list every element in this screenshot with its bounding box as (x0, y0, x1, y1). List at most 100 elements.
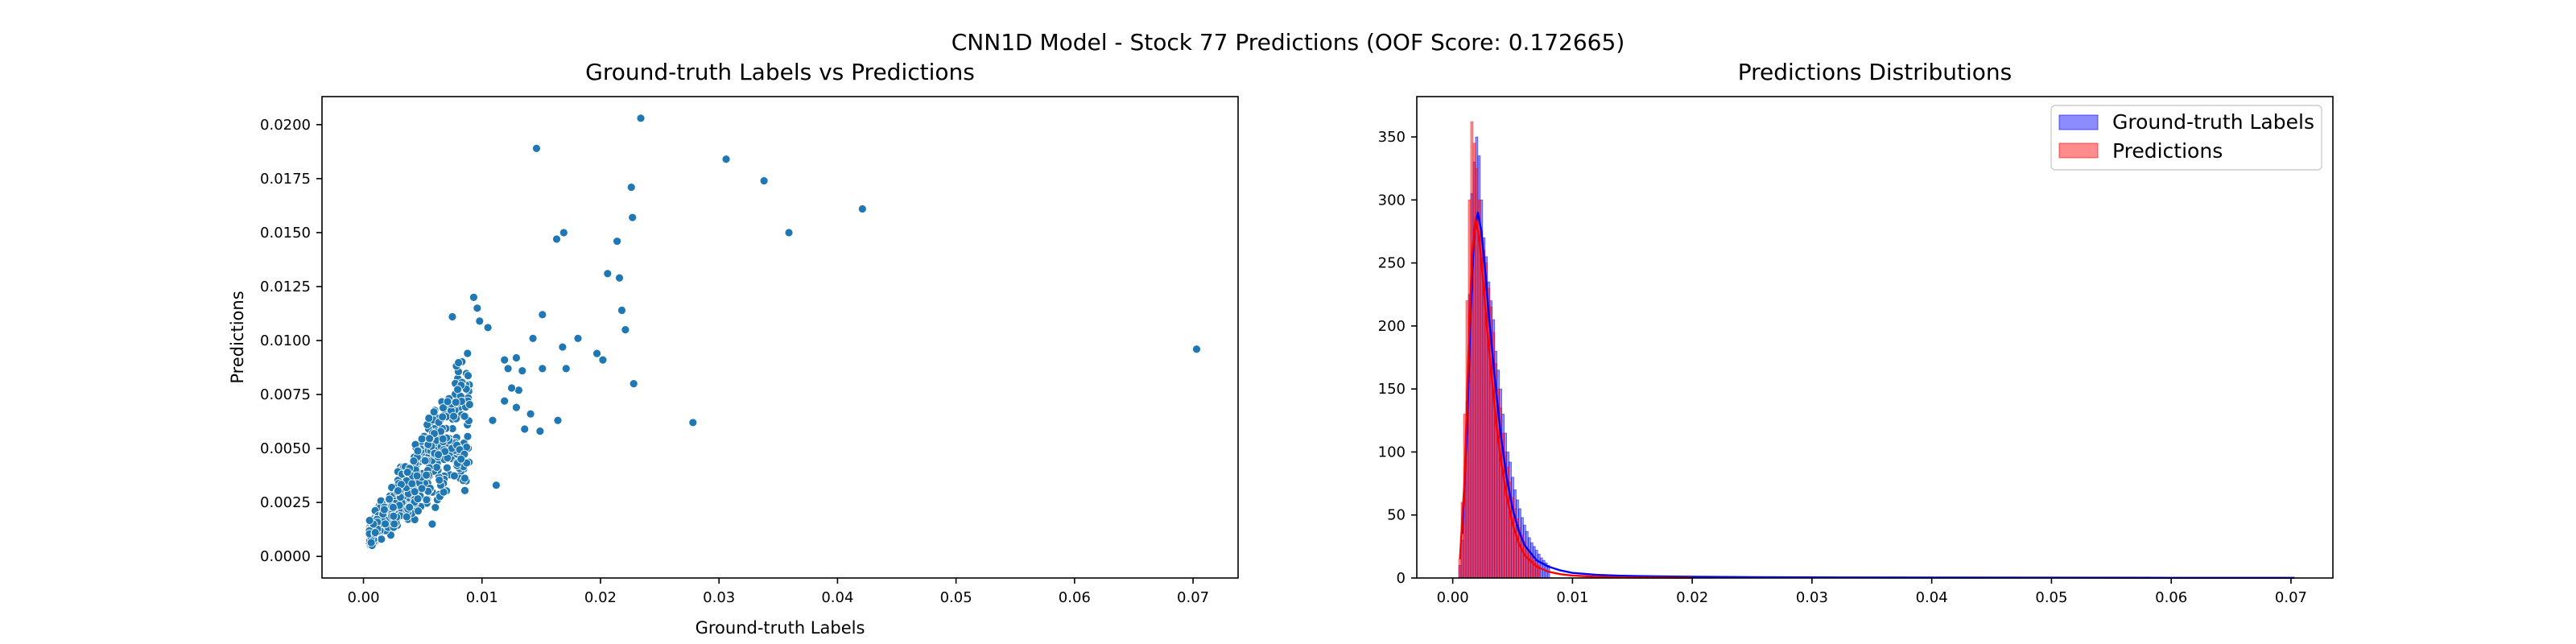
scatter-point (407, 479, 417, 489)
scatter-point (438, 412, 448, 422)
scatter-point (561, 364, 571, 374)
scatter-plot-frame (321, 96, 1239, 579)
scatter-point (621, 325, 630, 335)
scatter-point (422, 470, 431, 480)
scatter-point (414, 506, 423, 516)
scatter-point (402, 512, 411, 522)
scatter-point (503, 364, 513, 374)
scatter-point (464, 400, 474, 409)
scatter-point (365, 516, 374, 525)
scatter-point (857, 204, 867, 213)
scatter-point (538, 310, 547, 320)
scatter-xtick-label: 0.06 (1059, 589, 1091, 606)
scatter-point (573, 333, 583, 343)
scatter-point (559, 228, 568, 237)
scatter-point (405, 502, 415, 512)
scatter-point (460, 485, 469, 495)
scatter-ytick-label: 0.0175 (260, 171, 311, 188)
scatter-point (469, 292, 478, 302)
scatter-ytick-label: 0.0100 (260, 332, 311, 349)
scatter-ylabel: Predictions (228, 291, 247, 383)
scatter-point (409, 456, 419, 466)
scatter-xlabel: Ground-truth Labels (696, 618, 865, 638)
scatter-ytick-label: 0.0025 (260, 494, 311, 511)
scatter-point (535, 427, 545, 436)
histogram-bar-pred (1527, 552, 1531, 579)
scatter-point (443, 397, 452, 407)
scatter-point (507, 383, 516, 393)
scatter-xtick-label: 0.07 (1177, 589, 1209, 606)
histogram-bar-pred (1530, 555, 1534, 579)
scatter-point (370, 528, 380, 537)
scatter-point (613, 237, 621, 246)
histogram-ytick-label: 0 (1397, 570, 1406, 587)
scatter-point (377, 535, 386, 544)
scatter-point (784, 228, 794, 237)
scatter-point (427, 519, 437, 529)
scatter-point (688, 418, 698, 427)
histogram-xtick-label: 0.01 (1556, 589, 1588, 606)
scatter-point (528, 333, 538, 343)
scatter-point (512, 353, 521, 362)
scatter-point (449, 471, 459, 481)
scatter-point (390, 519, 399, 529)
scatter-point (454, 358, 464, 367)
scatter-point (413, 446, 423, 456)
kde-line-truth (1461, 211, 2295, 579)
histogram-kde-lines (1459, 211, 2295, 579)
histogram-xtick-label: 0.02 (1676, 589, 1708, 606)
histogram-ytick-label: 200 (1378, 318, 1406, 335)
scatter-point (453, 385, 462, 394)
scatter-point (424, 414, 434, 423)
scatter-point (449, 411, 459, 421)
histogram-ytick-label: 350 (1378, 129, 1406, 146)
legend-box (2050, 105, 2322, 171)
scatter-point (417, 484, 427, 493)
scatter-xtick-label: 0.02 (584, 589, 617, 606)
histogram-ytick-label: 50 (1387, 507, 1406, 524)
scatter-point (592, 349, 601, 358)
histogram-bar-pred (1470, 121, 1474, 579)
scatter-point (434, 450, 443, 460)
scatter-xtick-label: 0.00 (347, 589, 379, 606)
scatter-point (394, 486, 402, 495)
scatter-point (520, 424, 530, 434)
scatter-point (366, 538, 376, 547)
scatter-point (598, 355, 608, 365)
scatter-ytick-label: 0.0125 (260, 279, 311, 295)
scatter-ytick-label: 0.0200 (260, 117, 311, 134)
scatter-point (389, 511, 398, 521)
scatter-point (456, 454, 466, 464)
scatter-point (448, 312, 457, 321)
scatter-ytick-label: 0.0050 (260, 440, 311, 457)
scatter-point (425, 434, 434, 444)
scatter-point (626, 183, 636, 192)
scatter-point (526, 409, 535, 419)
scatter-point (435, 476, 444, 485)
scatter-ytick-label: 0.0000 (260, 548, 311, 565)
scatter-point (413, 494, 423, 504)
histogram-ytick-label: 100 (1378, 444, 1406, 460)
scatter-point (460, 411, 469, 421)
histogram-ticks: 0.00 0.01 0.02 0.03 0.04 0.05 0.06 0.07 0 50 100 15… (1378, 129, 2307, 606)
scatter-point (483, 323, 493, 332)
histogram-xtick-label: 0.03 (1796, 589, 1828, 606)
scatter-ticks: 0.00 0.01 0.02 0.03 0.04 0.05 0.06 0.07 0.0000 0.… (260, 117, 1209, 606)
scatter-point (552, 234, 561, 244)
histogram-panel: Predictions Distributions 0.00 0.01 0.02 0.… (1378, 59, 2334, 606)
scatter-point (628, 213, 638, 222)
scatter-points (365, 114, 1201, 551)
histogram-bar-pred (1458, 559, 1462, 579)
scatter-point (463, 431, 473, 441)
scatter-point (636, 114, 646, 123)
scatter-point (451, 398, 460, 407)
scatter-point (500, 355, 510, 365)
histogram-bar-pred (1480, 231, 1484, 579)
histogram-title: Predictions Distributions (1738, 59, 2013, 85)
histogram-xtick-label: 0.05 (2035, 589, 2067, 606)
histogram-xtick-label: 0.00 (1437, 589, 1469, 606)
scatter-title: Ground-truth Labels vs Predictions (585, 59, 975, 85)
scatter-point (402, 468, 412, 477)
scatter-point (475, 316, 485, 326)
scatter-point (721, 155, 731, 164)
